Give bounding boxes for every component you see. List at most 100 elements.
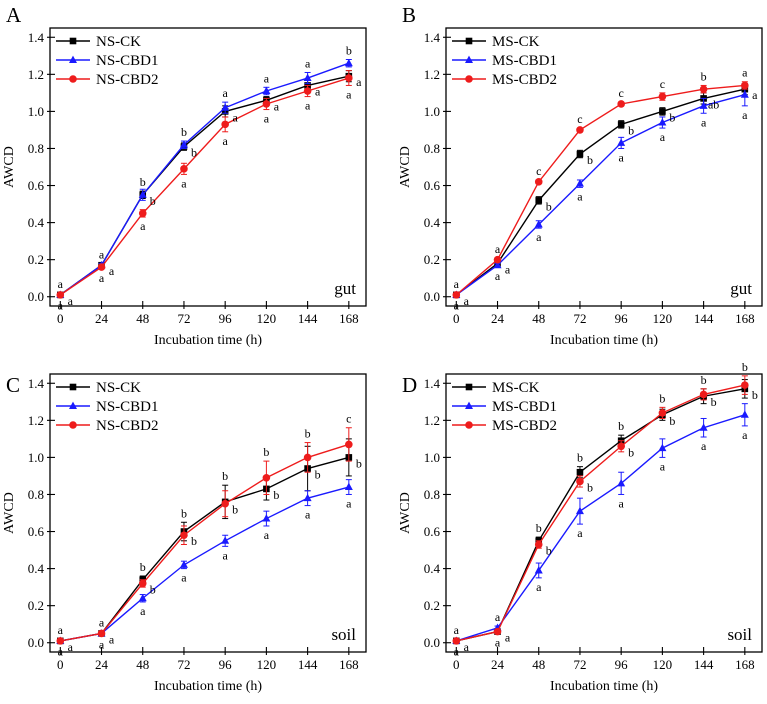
y-tick-label: 1.0 — [28, 104, 44, 119]
legend-marker — [465, 383, 473, 391]
data-point — [576, 477, 584, 486]
x-tick-label: 24 — [95, 311, 109, 326]
x-tick-label: 48 — [136, 657, 149, 672]
panel-b: B 0.0 0.2 0.4 0.6 0.8 1.0 1.2 1.4 0 24 48 72 96 120 144… — [398, 3, 763, 348]
x-tick-label: 96 — [615, 311, 629, 326]
plot-frame — [49, 373, 367, 653]
significance-letter: a — [68, 294, 74, 308]
x-tick-label: 120 — [653, 311, 673, 326]
significance-letter: a — [742, 428, 748, 442]
significance-letter: a — [264, 71, 270, 85]
data-point — [344, 482, 353, 491]
significance-letter: a — [356, 75, 362, 89]
legend-label: MS-CK — [492, 380, 540, 396]
legend-marker — [69, 401, 77, 409]
significance-letter: a — [495, 269, 501, 283]
series-ms-cbd2 — [452, 81, 749, 299]
data-point — [262, 473, 271, 482]
series-line — [60, 456, 350, 642]
series-ns-cbd2 — [56, 427, 353, 645]
data-point — [617, 478, 626, 487]
data-point — [658, 92, 667, 101]
x-axis-title: Incubation time (h) — [550, 679, 658, 694]
plot-frame — [445, 373, 763, 653]
significance-letter: b — [191, 534, 197, 548]
x-axis-title: Incubation time (h) — [550, 333, 658, 348]
significance-letter: a — [99, 616, 105, 630]
data-point — [617, 121, 625, 128]
data-point — [740, 410, 749, 418]
legend-label: NS-CBD2 — [96, 418, 159, 434]
x-tick-label: 24 — [491, 657, 505, 672]
significance-letter: b — [273, 488, 279, 502]
data-point — [138, 593, 147, 602]
x-tick-label: 0 — [57, 657, 64, 672]
x-tick-label: 0 — [453, 657, 460, 672]
significance-letter: b — [346, 44, 352, 58]
significance-letter: a — [701, 115, 707, 129]
significance-letter: b — [701, 373, 707, 387]
legend-marker — [69, 55, 77, 63]
data-point — [345, 440, 353, 449]
data-point — [535, 197, 543, 204]
significance-letter: a — [181, 571, 187, 585]
data-point — [658, 118, 667, 126]
significance-letter: a — [223, 134, 229, 148]
y-tick-label: 1.2 — [424, 413, 440, 428]
significance-letter: b — [628, 123, 634, 137]
data-point — [179, 560, 188, 568]
data-point — [262, 514, 271, 522]
significance-letter: a — [305, 56, 311, 70]
series-line — [60, 443, 350, 642]
significance-letter: a — [274, 99, 280, 113]
legend-label: NS-CK — [96, 34, 141, 50]
x-tick-label: 96 — [219, 657, 233, 672]
significance-letter: a — [505, 262, 511, 276]
significance-letter: b — [232, 503, 238, 517]
significance-letter: a — [109, 632, 115, 646]
data-point — [741, 81, 749, 90]
significance-letter: b — [659, 391, 665, 405]
x-tick-label: 120 — [653, 657, 673, 672]
legend-label: MS-CBD1 — [492, 53, 557, 69]
x-tick-label: 144 — [298, 657, 318, 672]
data-point — [534, 178, 543, 186]
y-axis-title: AWCD — [2, 146, 17, 188]
sample-label: gut — [730, 279, 752, 298]
panel-a: A 0.0 0.2 0.4 0.6 0.8 1.0 1.2 1.4 0 24 48 72 96 120 144… — [2, 3, 367, 348]
significance-letter: a — [346, 87, 352, 101]
significance-letter: a — [109, 264, 115, 278]
data-point — [97, 263, 106, 271]
significance-letter: b — [191, 146, 197, 160]
x-tick-label: 144 — [694, 657, 714, 672]
significance-letter: a — [315, 84, 321, 98]
x-tick-label: 96 — [615, 657, 629, 672]
data-point — [740, 90, 749, 98]
legend-marker — [465, 421, 473, 429]
significance-letter: a — [223, 86, 229, 100]
x-tick-label: 24 — [95, 657, 109, 672]
significance-letter: a — [742, 108, 748, 122]
y-tick-label: 0.4 — [424, 561, 441, 576]
significance-letter: a — [660, 130, 666, 144]
legend-marker — [465, 55, 473, 63]
data-point — [262, 100, 271, 108]
significance-letter: b — [150, 582, 156, 596]
y-tick-label: 0.6 — [424, 524, 441, 539]
significance-letter: a — [99, 271, 105, 285]
y-axis-title: AWCD — [398, 492, 413, 534]
significance-letter: a — [464, 294, 470, 308]
y-tick-label: 0.0 — [28, 635, 44, 650]
significance-letter: a — [454, 277, 460, 291]
legend: NS-CK NS-CBD1 NS-CBD2 — [56, 380, 159, 434]
data-point — [658, 443, 667, 452]
significance-letter: a — [536, 580, 542, 594]
significance-letter: a — [140, 604, 146, 618]
significance-letter: b — [140, 175, 146, 189]
x-tick-label: 144 — [694, 311, 714, 326]
significance-letter: a — [305, 99, 311, 113]
significance-letter: b — [140, 560, 146, 574]
y-tick-label: 0.8 — [424, 487, 440, 502]
data-point — [575, 506, 584, 515]
panel-letter: B — [402, 3, 416, 27]
